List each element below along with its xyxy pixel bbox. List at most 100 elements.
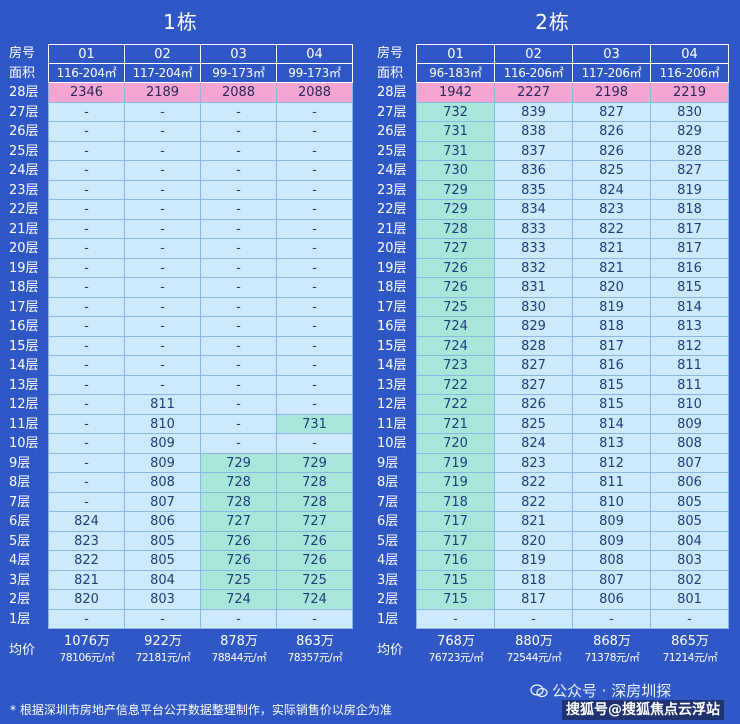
price-cell: 718	[417, 492, 495, 512]
floor-row: 27层 732 839 827 830	[376, 102, 729, 122]
floor-label: 15层	[377, 338, 407, 354]
unit-header-cell: 03	[201, 44, 277, 64]
floor-cells: ----	[48, 102, 353, 122]
price-cell: 802	[651, 570, 729, 590]
area-cell: 96-183㎡	[417, 63, 495, 83]
price-cell: 722	[417, 395, 495, 415]
price-cell: -	[201, 200, 277, 220]
price-cell: -	[277, 278, 353, 298]
price-cell: 2088	[201, 83, 277, 103]
floor-cells: ----	[48, 122, 353, 142]
price-cell: -	[201, 102, 277, 122]
floor-label: 24层	[9, 163, 39, 178]
price-cell: 806	[651, 473, 729, 493]
price-cell: 836	[495, 161, 573, 181]
unit-price: 78844元/㎡	[211, 652, 267, 664]
price-cell: 824	[573, 180, 651, 200]
total-price: 865万	[671, 634, 709, 649]
price-cell: -	[651, 609, 729, 629]
floor-cells: 724 829 818 813	[416, 317, 729, 337]
floor-row: 24层 730 836 825 827	[376, 161, 729, 181]
price-cell: -	[201, 219, 277, 239]
floor-row: 21层 728 833 822 817	[376, 219, 729, 239]
price-cell: 819	[495, 551, 573, 571]
floor-label: 3层	[9, 572, 31, 588]
price-cell: 833	[495, 219, 573, 239]
price-cell: 724	[417, 317, 495, 337]
floor-label: 10层	[9, 436, 39, 451]
floor-cells: 716 819 808 803	[416, 551, 729, 571]
price-cell: 821	[495, 512, 573, 532]
price-cell: 809	[125, 434, 201, 454]
floor-label: 20层	[377, 241, 407, 256]
area-cell: 116-206㎡	[495, 63, 573, 83]
floor-label: 24层	[377, 163, 407, 178]
price-cell: 837	[495, 141, 573, 161]
floor-cells: 724 828 817 812	[416, 336, 729, 356]
price-cell: -	[49, 414, 125, 434]
floor-label: 17层	[9, 299, 39, 315]
floor-row: 17层 - - - -	[8, 297, 353, 317]
price-cell: 815	[651, 278, 729, 298]
price-cell: 729	[201, 453, 277, 473]
unit-header-cell: 01	[417, 44, 495, 64]
area-cells: 96-183㎡ 116-206㎡ 117-206㎡ 116-206㎡	[416, 63, 729, 83]
price-cell: -	[49, 317, 125, 337]
floor-label: 13层	[377, 377, 407, 393]
floor-row: 3层 715 818 807 802	[376, 570, 729, 590]
area-cell: 117-206㎡	[573, 63, 651, 83]
price-cell: -	[201, 414, 277, 434]
average-cell: 878万 78844元/㎡	[201, 630, 277, 672]
price-cell: -	[201, 180, 277, 200]
price-cell: 724	[201, 590, 277, 610]
floor-label: 3层	[377, 572, 399, 588]
price-cell: 827	[651, 161, 729, 181]
floor-label: 12层	[9, 397, 39, 412]
floor-cells: ----	[48, 239, 353, 259]
floor-row: 3层 821 804 725 725	[8, 570, 353, 590]
price-cell: 809	[651, 414, 729, 434]
floor-row: 4层 716 819 808 803	[376, 551, 729, 571]
price-cell: 809	[573, 531, 651, 551]
area-cell: 99-173㎡	[201, 63, 277, 83]
price-cell: -	[277, 297, 353, 317]
floor-label: 19层	[377, 260, 407, 276]
unit-price: 71378元/㎡	[584, 652, 640, 664]
floor-row: 14层 - - - -	[8, 356, 353, 376]
price-cell: -	[125, 258, 201, 278]
price-cell: 731	[417, 122, 495, 142]
price-cell: 814	[573, 414, 651, 434]
area-cell: 116-206㎡	[651, 63, 729, 83]
price-cell: -	[277, 122, 353, 142]
price-cell: 726	[417, 258, 495, 278]
price-cell: 817	[651, 219, 729, 239]
floor-label: 14层	[377, 358, 407, 373]
floor-label: 4层	[377, 553, 399, 568]
header-row-unit: 房号 01 02 03 04	[8, 44, 353, 64]
price-cell: 730	[417, 161, 495, 181]
price-cell: 716	[417, 551, 495, 571]
price-cell: 826	[573, 141, 651, 161]
floor-row: 8层 719 822 811 806	[376, 473, 729, 493]
floor-row: 18层 726 831 820 815	[376, 278, 729, 298]
floor-row: 19层 - - - -	[8, 258, 353, 278]
floor-cells: ----	[48, 141, 353, 161]
floor-label: 19层	[9, 260, 39, 276]
floor-row: 17层 725 830 819 814	[376, 297, 729, 317]
floor-label: 18层	[377, 280, 407, 295]
unit-header-cell: 02	[125, 44, 201, 64]
floor-cells: 824 806 727 727	[48, 512, 353, 532]
price-cell: -	[49, 297, 125, 317]
header-row-unit: 房号 01 02 03 04	[376, 44, 729, 64]
price-table: 房号 01 02 03 04 面积 96-183㎡ 116-206㎡ 117-206㎡ 116-2…	[376, 44, 729, 672]
price-cell: -	[201, 141, 277, 161]
price-cell: 726	[277, 531, 353, 551]
price-cell: -	[125, 219, 201, 239]
floor-cells: 1942 2227 2198 2219	[416, 83, 729, 103]
price-cell: 830	[495, 297, 573, 317]
floor-row: 13层 - - - -	[8, 375, 353, 395]
price-cell: 804	[125, 570, 201, 590]
floor-label: 10层	[377, 436, 407, 451]
floor-cells: 723 827 816 811	[416, 356, 729, 376]
price-cell: -	[49, 161, 125, 181]
